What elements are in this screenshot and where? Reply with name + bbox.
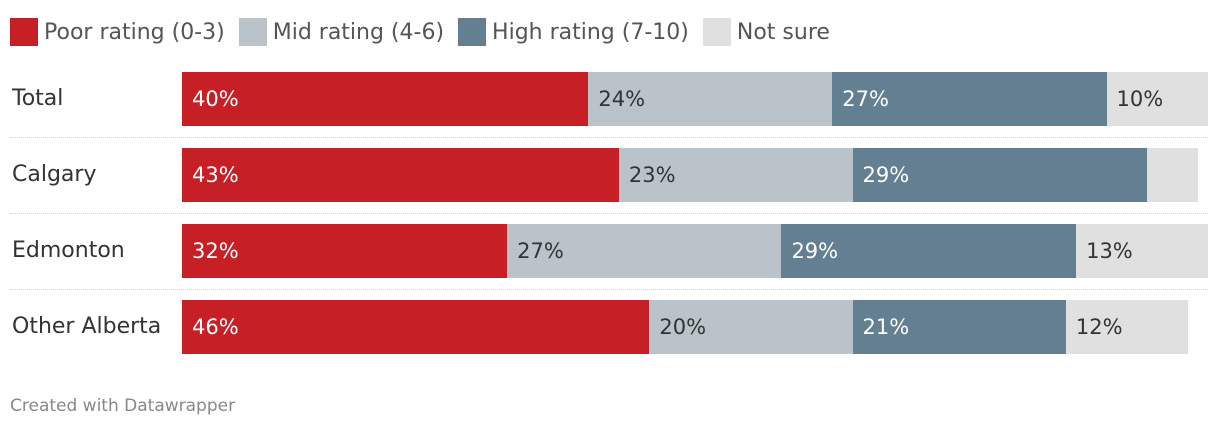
bar-segment-0-0: 40% [182,72,589,126]
legend-item-2: High rating (7-10) [458,18,689,46]
legend-item-1: Mid rating (4-6) [238,18,445,46]
row-label-0: Total [12,86,64,111]
bar-segment-2-1: 27% [507,224,782,278]
row-label-1: Calgary [12,162,97,187]
legend-label-1: Mid rating (4-6) [272,19,445,45]
bar-segment-1-1: 23% [618,148,853,202]
bar-segment-1-0: 43% [182,148,619,202]
bar-segment-3-2: 21% [852,300,1066,354]
row-divider [10,213,1208,214]
legend-swatch-2 [458,18,487,46]
row-label-2: Edmonton [12,238,125,263]
bar-segment-1-3 [1147,148,1198,202]
bar-segment-2-3: 13% [1076,224,1209,278]
row-divider [10,289,1208,290]
bar-segment-0-3: 10% [1106,72,1209,126]
legend-item-3: Not sure [702,18,830,46]
bar-segment-2-2: 29% [781,224,1077,278]
bar-segment-2-0: 32% [182,224,508,278]
legend-swatch-3 [702,18,731,46]
bar-segment-0-1: 24% [588,72,833,126]
legend-swatch-1 [238,18,267,46]
chart-legend: Poor rating (0-3) Mid rating (4-6) High ra… [10,18,844,46]
credit-footer: Created with Datawrapper [10,396,236,416]
legend-label-0: Poor rating (0-3) [44,19,225,45]
row-divider [10,137,1208,138]
legend-item-0: Poor rating (0-3) [10,18,225,46]
bar-segment-3-0: 46% [182,300,650,354]
bar-segment-3-3: 12% [1065,300,1188,354]
row-label-3: Other Alberta [12,314,162,339]
bar-segment-0-2: 27% [832,72,1107,126]
bar-segment-1-2: 29% [852,148,1148,202]
bar-segment-3-1: 20% [649,300,853,354]
legend-label-2: High rating (7-10) [492,19,689,45]
legend-label-3: Not sure [736,19,830,45]
legend-swatch-0 [10,18,38,46]
